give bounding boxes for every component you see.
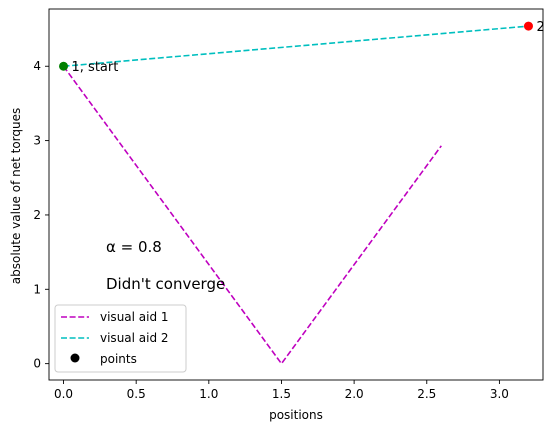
- legend-swatch-points: [70, 353, 80, 363]
- point-marker-1: [59, 61, 69, 71]
- y-tick-label: 0: [33, 357, 41, 371]
- series-line-1: [62, 65, 442, 365]
- legend-label-visual-aid-1: visual aid 1: [100, 310, 169, 324]
- x-tick-label: 1.5: [272, 387, 291, 401]
- x-tick-label: 3.0: [490, 387, 509, 401]
- legend: visual aid 1 visual aid 2 points: [54, 304, 187, 373]
- x-tick-label: 0.0: [54, 387, 73, 401]
- plot-frame: [48, 8, 544, 381]
- y-tick-label: 1: [33, 282, 41, 296]
- alpha-annotation: α = 0.8: [106, 238, 162, 256]
- y-tick-label: 4: [33, 59, 41, 73]
- x-axis-label: positions: [269, 408, 323, 422]
- x-tick-label: 0.5: [127, 387, 146, 401]
- y-axis-label: absolute value of net torques: [9, 108, 23, 285]
- series-line-2: [63, 25, 529, 68]
- x-tick-label: 2.5: [417, 387, 436, 401]
- y-tick-label: 2: [33, 208, 41, 222]
- point-marker-2: [523, 21, 533, 31]
- legend-label-visual-aid-2: visual aid 2: [100, 331, 169, 345]
- status-annotation: Didn't converge: [106, 275, 225, 293]
- point-label-2: 2: [536, 20, 544, 35]
- x-tick-label: 1.0: [199, 387, 218, 401]
- y-tick-label: 3: [33, 134, 41, 148]
- x-tick-label: 2.0: [345, 387, 364, 401]
- legend-label-points: points: [100, 352, 137, 366]
- point-label-1: 1, start: [72, 60, 119, 75]
